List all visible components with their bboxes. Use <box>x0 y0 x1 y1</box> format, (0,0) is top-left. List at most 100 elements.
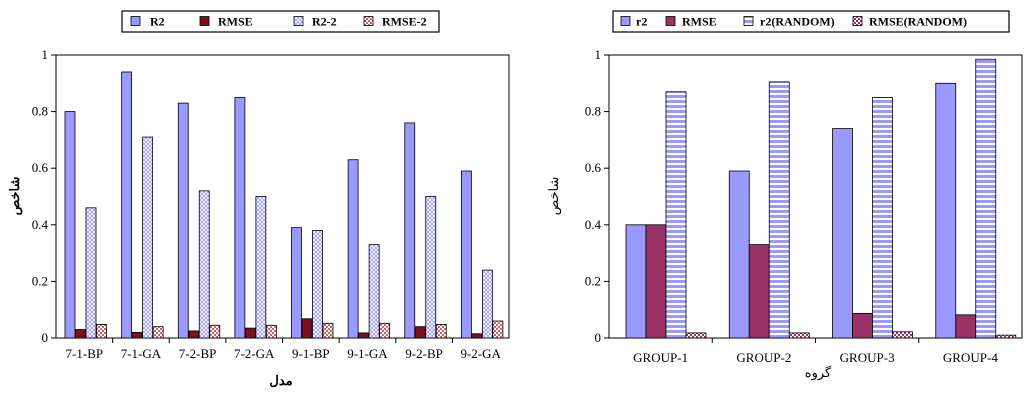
x-tick-label: GROUP-1 <box>633 350 688 365</box>
left-x-axis: 7-1-BP 7-1-GA 7-2-BP 7-2-GA 9-1-BP 9-1-GA 9-2-… <box>66 338 502 361</box>
legend-swatch-0 <box>130 16 141 26</box>
bar-r2-2-9-2-bp <box>425 196 437 339</box>
right-y-axis-label: شاخص <box>546 177 562 216</box>
legend-label-0: r2 <box>636 15 647 29</box>
legend-label-0: R2 <box>150 15 165 29</box>
y-tick-label: 0.4 <box>585 217 602 232</box>
y-tick-label: 0.6 <box>585 160 602 175</box>
bar-rmse-2-7-2-ga <box>265 324 277 339</box>
chart-group-comparison: r2 RMSE r2(RANDOM) RMSE(RANDOM) 0 0.2 0.4 0.6 0… <box>546 10 1023 381</box>
legend-swatch-3 <box>363 16 374 26</box>
y-tick-label: 1 <box>42 47 49 62</box>
bar-r2-group-1 <box>625 224 647 339</box>
bar-rmse-7-1-ga <box>131 331 143 339</box>
bar-rmse-group-2 <box>748 244 770 339</box>
right-legend-box <box>612 10 1010 33</box>
bar-rmse-2-7-1-ga <box>152 326 164 339</box>
x-tick-label: 9-1-GA <box>347 346 388 361</box>
x-tick-label: 7-2-GA <box>234 346 275 361</box>
x-tick-label: 7-1-BP <box>66 346 104 361</box>
bar-rmse-7-1-bp <box>75 329 86 339</box>
y-tick-label: 0.2 <box>585 273 601 288</box>
y-tick-label: 0 <box>42 330 49 345</box>
legend-label-1: RMSE <box>682 15 717 29</box>
bar-rmse-9-1-bp <box>301 318 313 339</box>
bar-r2-7-1-ga <box>121 71 133 339</box>
bar-rmse-2-9-2-ga <box>492 320 504 339</box>
bar-r2-9-2-ga <box>460 170 472 339</box>
bar-rmse-9-2-ga <box>471 333 483 339</box>
x-tick-label: 7-1-GA <box>121 346 162 361</box>
right-bars <box>625 58 1017 339</box>
x-tick-label: 9-2-BP <box>405 346 443 361</box>
y-tick-label: 0 <box>595 330 602 345</box>
bar-r2-2-7-2-ga <box>255 196 267 339</box>
bar-rmse-group-4 <box>955 314 977 339</box>
bar-r2-random--group-1 <box>665 91 687 339</box>
legend-label-1: RMSE <box>218 15 253 29</box>
bar-r2-2-7-1-ga <box>142 136 154 339</box>
bar-rmse-7-2-ga <box>244 327 256 339</box>
right-x-axis: GROUP-1 GROUP-2 GROUP-3 GROUP-4 <box>633 338 998 365</box>
bar-r2-random--group-2 <box>768 81 790 339</box>
y-tick-label: 0.6 <box>32 160 49 175</box>
bar-r2-group-3 <box>832 128 853 339</box>
x-tick-label: GROUP-4 <box>943 350 998 365</box>
bar-r2-2-9-1-ga <box>368 244 380 339</box>
bar-r2-7-2-ga <box>234 97 246 339</box>
legend-swatch-1 <box>199 16 210 26</box>
left-legend: R2 RMSE R2-2 RMSE-2 <box>130 15 427 29</box>
bar-r2-2-7-1-bp <box>85 207 97 339</box>
right-legend: r2 RMSE r2(RANDOM) RMSE(RANDOM) <box>620 15 967 29</box>
bar-rmse-9-2-bp <box>414 326 426 339</box>
legend-label-2: r2(RANDOM) <box>760 15 835 29</box>
bar-rmse-7-2-bp <box>188 330 200 339</box>
bar-rmse-group-3 <box>852 312 873 339</box>
bar-rmse-2-9-2-bp <box>435 324 447 339</box>
x-tick-label: 9-1-BP <box>292 346 330 361</box>
bar-r2-9-1-ga <box>347 159 359 339</box>
y-tick-label: 0.8 <box>585 104 601 119</box>
bar-r2-2-7-2-bp <box>198 190 210 339</box>
bar-r2-7-2-bp <box>177 102 189 339</box>
legend-label-3: RMSE-2 <box>382 15 427 29</box>
bar-rmse-random--group-4 <box>995 334 1017 339</box>
right-x-axis-label: گروه <box>805 365 832 381</box>
legend-swatch-0 <box>620 16 631 26</box>
bar-r2-group-2 <box>728 170 750 339</box>
left-y-axis-label: شاخص <box>7 176 23 215</box>
bar-rmse-random--group-2 <box>788 332 810 339</box>
bar-rmse-2-9-1-ga <box>379 322 391 339</box>
bar-r2-2-9-1-bp <box>312 230 323 339</box>
legend-label-2: R2-2 <box>312 15 337 29</box>
y-tick-label: 0.2 <box>32 273 48 288</box>
bar-r2-7-1-bp <box>64 111 76 339</box>
legend-swatch-1 <box>665 16 676 26</box>
bar-r2-9-1-bp <box>291 227 302 339</box>
bar-r2-group-4 <box>935 82 957 339</box>
legend-swatch-2 <box>293 16 304 26</box>
bar-r2-random--group-4 <box>975 58 997 339</box>
y-tick-label: 1 <box>595 47 602 62</box>
bar-r2-random--group-3 <box>872 97 893 339</box>
bar-rmse-2-7-2-bp <box>209 324 221 339</box>
bar-rmse-random--group-3 <box>892 331 913 339</box>
x-tick-label: 9-2-GA <box>460 346 501 361</box>
bar-rmse-9-1-ga <box>358 332 370 339</box>
bar-r2-2-9-2-ga <box>481 269 493 339</box>
y-tick-label: 0.4 <box>32 217 49 232</box>
bar-r2-9-2-bp <box>404 122 416 339</box>
legend-label-3: RMSE(RANDOM) <box>869 15 967 29</box>
left-bars <box>64 71 504 339</box>
left-x-axis-label: مدل <box>269 373 292 388</box>
bar-rmse-2-9-1-bp <box>322 322 334 339</box>
y-tick-label: 0.8 <box>32 104 48 119</box>
x-tick-label: 7-2-BP <box>179 346 217 361</box>
x-tick-label: GROUP-3 <box>840 350 895 365</box>
x-tick-label: GROUP-2 <box>736 350 791 365</box>
bar-rmse-random--group-1 <box>685 332 707 339</box>
legend-swatch-3 <box>852 16 863 26</box>
bar-rmse-2-7-1-bp <box>96 324 107 339</box>
legend-swatch-2 <box>743 16 754 26</box>
